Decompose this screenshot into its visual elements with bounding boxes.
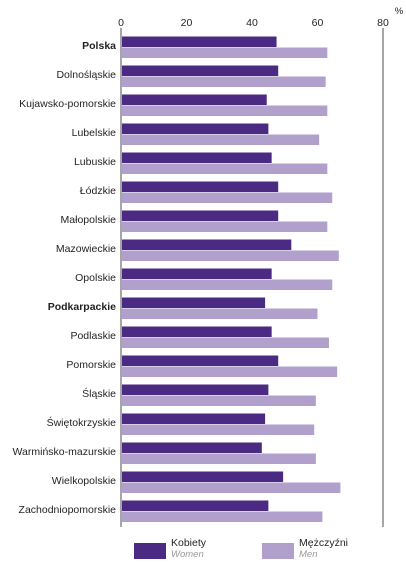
legend-label-men: Mężczyźni xyxy=(299,537,349,549)
bar-women xyxy=(122,500,269,511)
category-label: Mazowieckie xyxy=(56,243,116,255)
bar-men xyxy=(122,76,326,87)
bar-women xyxy=(122,268,272,279)
legend-label-women-en: Women xyxy=(171,549,204,560)
category-label: Łódzkie xyxy=(80,185,116,197)
category-label: Lubelskie xyxy=(72,127,117,139)
category-label: Podlaskie xyxy=(70,330,116,342)
x-tick-label: 20 xyxy=(181,17,193,29)
category-label: Zachodniopomorskie xyxy=(19,504,117,516)
x-tick-label: 80 xyxy=(377,17,389,29)
bar-men xyxy=(122,424,315,435)
category-label: Opolskie xyxy=(75,272,116,284)
category-label: Lubuskie xyxy=(74,156,116,168)
category-label: Warmińsko-mazurskie xyxy=(13,446,117,458)
legend-swatch-women xyxy=(134,543,166,559)
bar-women xyxy=(122,239,292,250)
bar-women xyxy=(122,355,279,366)
bars xyxy=(122,36,341,522)
x-axis: 0 20 40 60 80% xyxy=(118,6,404,527)
unit-label: % xyxy=(395,6,404,17)
bar-women xyxy=(122,413,266,424)
bar-women xyxy=(122,471,284,482)
legend: Kobiety Women Mężczyźni Men xyxy=(0,538,406,564)
bar-men xyxy=(122,337,329,348)
bar-men xyxy=(122,134,320,145)
bar-women xyxy=(122,36,277,47)
bar-men xyxy=(122,47,328,58)
legend-swatch-men xyxy=(262,543,294,559)
bar-women xyxy=(122,94,267,105)
legend-text-men: Mężczyźni Men xyxy=(299,537,349,561)
category-label: Kujawsko-pomorskie xyxy=(19,98,116,110)
x-tick-label: 40 xyxy=(246,17,258,29)
bar-women xyxy=(122,297,266,308)
bar-women xyxy=(122,384,269,395)
bar-women xyxy=(122,65,279,76)
bar-women xyxy=(122,123,269,134)
bar-men xyxy=(122,511,323,522)
bar-women xyxy=(122,152,272,163)
category-labels: Polska Dolnośląskie Kujawsko-pomorskie Lube… xyxy=(13,40,117,516)
x-tick-label: 60 xyxy=(312,17,324,29)
category-label: Małopolskie xyxy=(61,214,117,226)
legend-label-women: Kobiety xyxy=(171,537,207,549)
category-label: Świętokrzyskie xyxy=(47,416,117,429)
legend-item-women: Kobiety Women xyxy=(134,538,206,560)
bar-men xyxy=(122,453,316,464)
category-label: Pomorskie xyxy=(66,359,116,371)
bar-women xyxy=(122,442,262,453)
bar-men xyxy=(122,482,341,493)
bar-men xyxy=(122,192,333,203)
category-label: Śląskie xyxy=(82,387,116,400)
category-label: Wielkopolskie xyxy=(52,475,116,487)
category-label: Podkarpackie xyxy=(48,301,116,313)
bar-men xyxy=(122,395,316,406)
legend-label-men-en: Men xyxy=(299,549,318,560)
bar-men xyxy=(122,366,338,377)
legend-item-men: Mężczyźni Men xyxy=(262,538,348,560)
bar-women xyxy=(122,326,272,337)
bar-men xyxy=(122,279,333,290)
category-label: Polska xyxy=(82,40,116,52)
bar-men xyxy=(122,250,339,261)
bar-women xyxy=(122,181,279,192)
bar-men xyxy=(122,221,328,232)
legend-text-women: Kobiety Women xyxy=(171,537,207,561)
bar-men xyxy=(122,308,318,319)
bar-women xyxy=(122,210,279,221)
x-tick-label: 0 xyxy=(118,17,124,29)
bar-men xyxy=(122,163,328,174)
category-label: Dolnośląskie xyxy=(56,69,116,81)
bar-men xyxy=(122,105,328,116)
